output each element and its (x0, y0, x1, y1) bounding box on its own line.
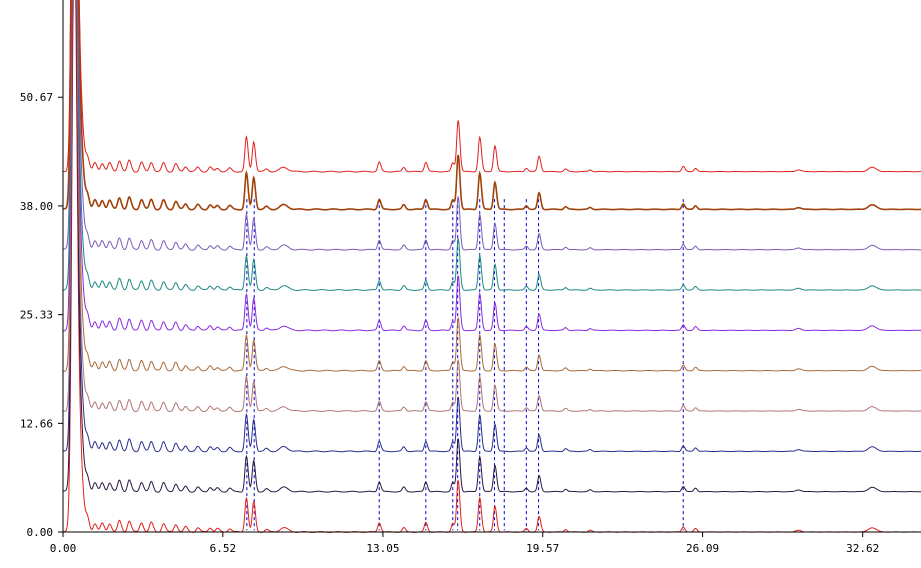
series-line (62, 0, 921, 211)
series-line (62, 0, 921, 173)
series-line (62, 0, 921, 533)
series-line (62, 0, 921, 372)
series-line (62, 0, 921, 413)
series-line (62, 0, 921, 453)
y-tick-label: 0.00 (27, 526, 54, 539)
x-tick-label: 26.09 (686, 542, 719, 555)
y-tick-label: 38.00 (20, 200, 53, 213)
x-tick-label: 6.52 (210, 542, 237, 555)
x-tick-label: 32.62 (846, 542, 879, 555)
x-tick-label: 13.05 (366, 542, 399, 555)
y-tick-label: 12.66 (20, 417, 53, 430)
y-axis-ticks: 0.00 12.66 25.33 38.00 50.67 (20, 91, 63, 539)
series-line (62, 0, 921, 291)
y-tick-label: 50.67 (20, 91, 53, 104)
chromatogram-traces (62, 0, 921, 533)
reference-lines (246, 199, 684, 531)
x-tick-label: 0.00 (50, 542, 77, 555)
series-line (62, 0, 921, 493)
y-tick-label: 25.33 (20, 309, 53, 322)
series-line (62, 0, 921, 332)
series-line (62, 0, 921, 251)
x-axis-ticks: 0.00 6.52 13.05 19.57 26.09 32.62 (50, 532, 879, 555)
x-tick-label: 19.57 (526, 542, 559, 555)
